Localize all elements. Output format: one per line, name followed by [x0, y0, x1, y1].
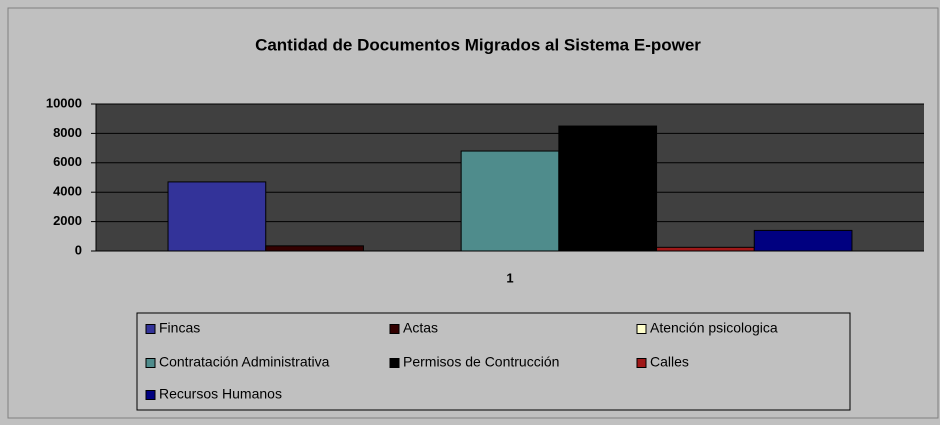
- y-tick-label: 10000: [46, 95, 82, 110]
- bar: [656, 246, 755, 252]
- legend-swatch: [145, 358, 156, 368]
- y-tick-label: 6000: [53, 154, 82, 169]
- legend-swatch: [636, 324, 647, 334]
- y-tick-label: 0: [75, 242, 82, 257]
- legend-swatch: [145, 324, 156, 334]
- legend: [136, 312, 851, 411]
- legend-label: Fincas: [159, 320, 200, 336]
- legend-label: Actas: [403, 320, 438, 336]
- legend-swatch: [636, 358, 647, 368]
- y-tick-label: 8000: [53, 125, 82, 140]
- legend-label: Recursos Humanos: [159, 386, 282, 402]
- legend-swatch: [389, 358, 400, 368]
- legend-label: Contratación Administrativa: [159, 354, 330, 370]
- x-tick-label: 1: [506, 270, 513, 285]
- chart-title: Cantidad de Documentos Migrados al Siste…: [255, 35, 701, 54]
- legend-label: Atención psicologica: [650, 320, 778, 336]
- bar: [558, 125, 658, 252]
- y-tick-label: 2000: [53, 213, 82, 228]
- bar: [265, 245, 364, 252]
- legend-swatch: [389, 324, 400, 334]
- bar: [167, 181, 267, 252]
- legend-label: Calles: [650, 354, 689, 370]
- legend-label: Permisos de Contrucción: [403, 354, 559, 370]
- y-tick-label: 4000: [53, 184, 82, 199]
- bar: [753, 229, 853, 252]
- bar: [460, 150, 560, 252]
- legend-swatch: [145, 390, 156, 400]
